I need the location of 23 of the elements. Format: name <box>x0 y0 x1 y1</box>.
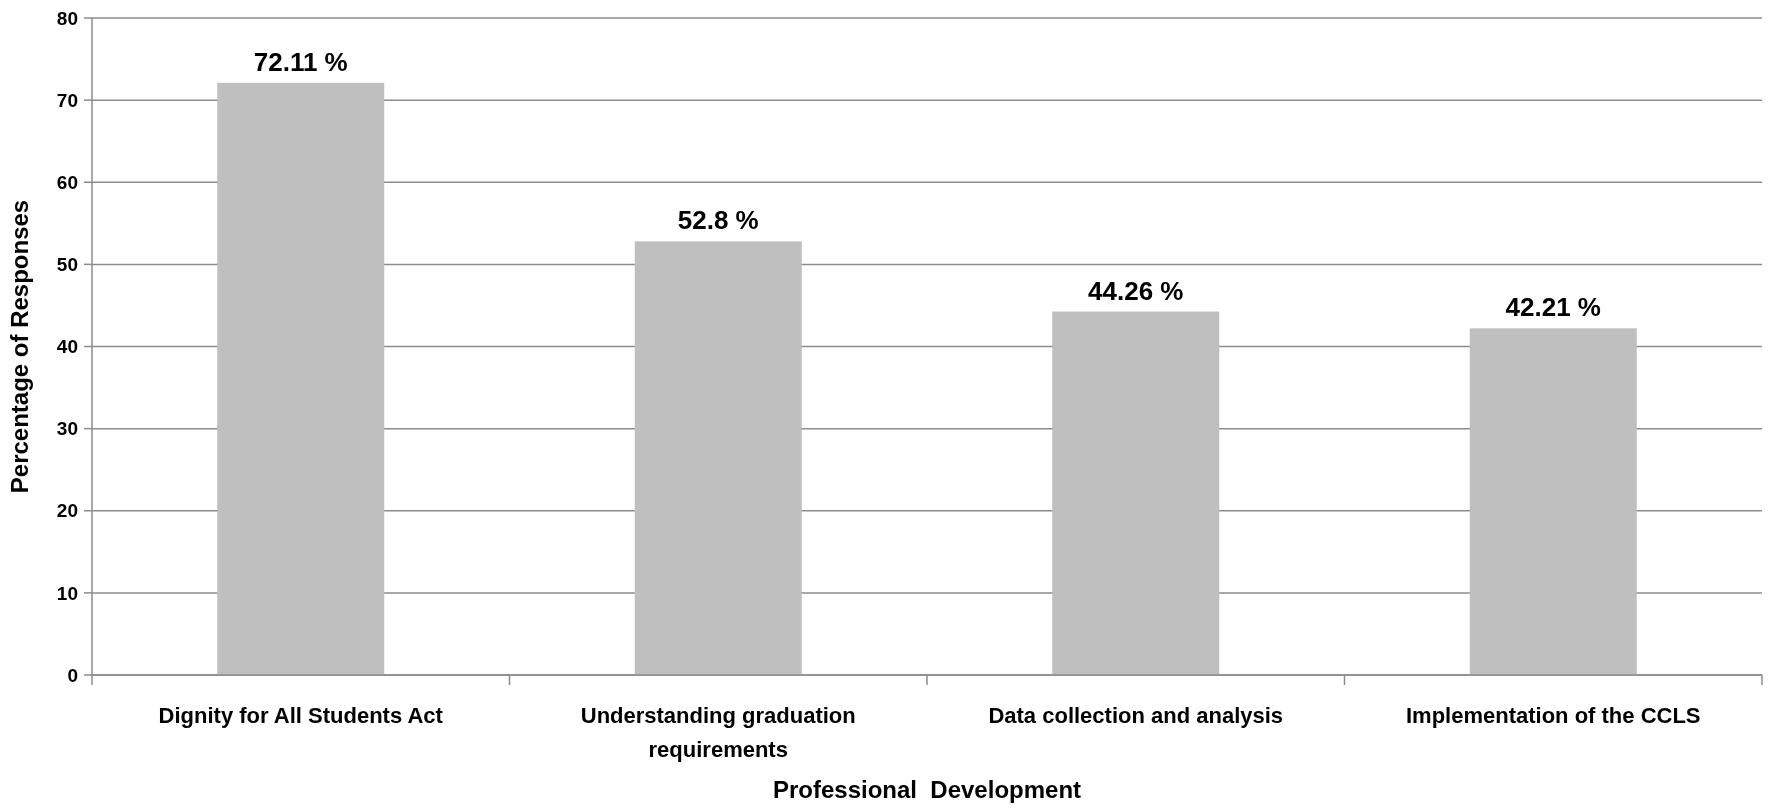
bar <box>1469 328 1637 675</box>
bar <box>1052 311 1220 675</box>
y-tick-label: 80 <box>56 7 78 29</box>
data-label: 72.11 % <box>253 46 348 77</box>
x-axis-title: Professional Development <box>772 776 1082 803</box>
y-tick-label: 40 <box>56 336 78 358</box>
bar <box>634 241 802 675</box>
y-tick-label: 20 <box>56 500 78 522</box>
bar <box>217 82 385 675</box>
y-tick-label: 0 <box>67 664 78 686</box>
y-tick-label: 60 <box>56 171 78 193</box>
x-tick-label: Understanding graduation requirements <box>580 703 856 762</box>
x-tick-label: Data collection and analysis <box>988 703 1284 728</box>
y-tick-label: 70 <box>56 89 78 111</box>
data-label: 44.26 % <box>1088 275 1184 306</box>
y-tick-label: 10 <box>56 582 78 604</box>
data-label: 42.21 % <box>1505 292 1601 323</box>
x-tick-label: Implementation of the CCLS <box>1405 703 1701 728</box>
data-label: 52.8 % <box>677 205 759 236</box>
x-tick-label: Dignity for All Students Act <box>158 703 444 728</box>
y-axis-title: Percentage of Responses <box>6 199 33 494</box>
y-tick-label: 50 <box>56 254 78 276</box>
y-tick-label: 30 <box>56 418 78 440</box>
